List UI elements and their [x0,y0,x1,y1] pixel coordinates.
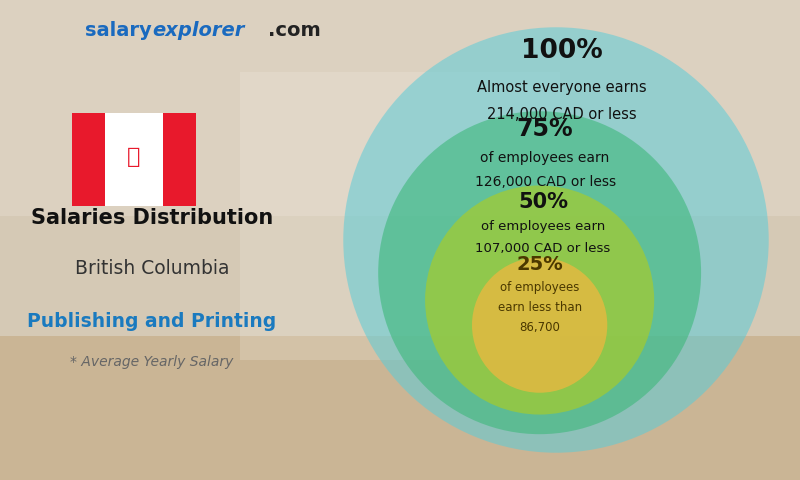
Circle shape [343,27,769,453]
Text: * Average Yearly Salary: * Average Yearly Salary [70,355,234,370]
Text: earn less than: earn less than [498,301,582,314]
Text: Almost everyone earns: Almost everyone earns [477,80,646,95]
Text: explorer: explorer [152,21,244,40]
Circle shape [472,257,607,393]
Bar [72,113,105,206]
Bar [0,0,800,216]
Text: 100%: 100% [521,38,602,64]
Text: 50%: 50% [518,192,568,212]
Bar [163,113,196,206]
Text: British Columbia: British Columbia [74,259,230,278]
Circle shape [425,185,654,415]
Text: 75%: 75% [517,117,574,141]
Text: of employees earn: of employees earn [481,151,610,165]
Text: salary: salary [86,21,152,40]
Text: .com: .com [268,21,321,40]
Text: of employees earn: of employees earn [481,220,605,233]
Circle shape [378,111,701,434]
Text: of employees: of employees [500,281,579,295]
Text: 25%: 25% [516,254,563,274]
Text: Salaries Distribution: Salaries Distribution [31,208,273,228]
Text: 126,000 CAD or less: 126,000 CAD or less [474,175,616,189]
Text: 107,000 CAD or less: 107,000 CAD or less [475,242,610,255]
Text: 214,000 CAD or less: 214,000 CAD or less [486,107,636,122]
Bar [240,72,560,360]
Text: 🍁: 🍁 [127,147,141,167]
Bar [0,336,800,480]
Text: Publishing and Printing: Publishing and Printing [27,312,277,331]
Bar [105,113,163,206]
Text: 86,700: 86,700 [519,321,560,334]
